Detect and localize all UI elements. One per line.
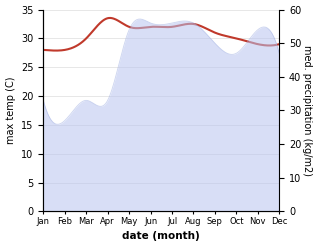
Y-axis label: med. precipitation (kg/m2): med. precipitation (kg/m2): [302, 45, 313, 176]
X-axis label: date (month): date (month): [122, 231, 200, 242]
Y-axis label: max temp (C): max temp (C): [5, 77, 16, 144]
